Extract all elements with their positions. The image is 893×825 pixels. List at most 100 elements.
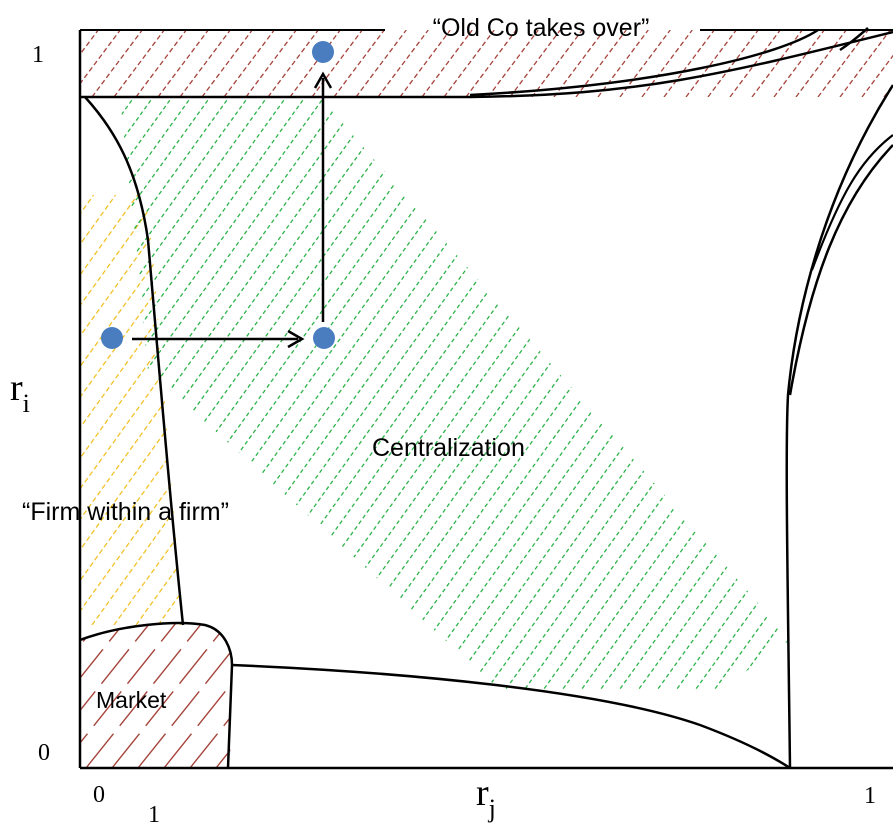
hatch-line [80, 195, 117, 625]
hatch-line [157, 195, 183, 625]
hatch-line [223, 30, 275, 97]
hatch-line [80, 623, 179, 768]
hatch-line [80, 195, 183, 625]
hatch-line [795, 30, 847, 97]
hatch-line [311, 30, 363, 97]
right-inner-curve-2 [810, 134, 893, 271]
hatch-line [91, 195, 183, 625]
hatch-line [80, 195, 183, 625]
hatch-line [0, 195, 6, 625]
hatch-line [80, 30, 99, 56]
hatch-line [80, 195, 183, 625]
hatch-line [179, 30, 231, 97]
market-region-hatching [0, 620, 232, 768]
hatch-line [120, 97, 420, 690]
hatch-line [773, 30, 825, 97]
hatch-line [113, 195, 183, 625]
right-vertical-boundary [785, 84, 893, 769]
hatch-line [355, 30, 407, 97]
hatch-line [120, 97, 287, 690]
hatch-line [113, 30, 165, 97]
hatch-line [80, 30, 121, 85]
hatch-line [399, 30, 451, 97]
hatch-line [619, 30, 671, 97]
hatch-line [630, 97, 790, 690]
horizontal-arrow-head [287, 329, 305, 349]
x-axis-subscript: j [488, 794, 496, 823]
hatch-line [573, 97, 790, 690]
hatch-line [0, 620, 22, 768]
firm-within-label: “Firm within a firm” [22, 498, 229, 526]
hatch-line [0, 30, 10, 97]
hatch-line [80, 195, 139, 625]
hatch-line [111, 623, 231, 768]
hatch-line [120, 97, 268, 690]
old-co-label: “Old Co takes over” [433, 14, 650, 42]
hatch-line [189, 623, 232, 768]
hatch-line [641, 30, 693, 97]
vertical-arrow-head [313, 71, 333, 89]
hatch-line [861, 54, 893, 97]
hatch-line [85, 623, 205, 768]
hatch-line [575, 30, 627, 97]
hatch-line [120, 97, 458, 690]
centralization-region-hatching [120, 97, 893, 700]
hatch-line [289, 30, 341, 97]
hatch-line [135, 195, 183, 625]
hatch-line [0, 30, 32, 97]
x-tick-origin: 0 [93, 782, 105, 808]
hatch-line [80, 195, 183, 625]
hatch-line [553, 30, 605, 97]
hatch-line [509, 30, 561, 97]
hatch-line [478, 97, 790, 690]
hatch-line [707, 30, 759, 97]
hatch-line [201, 30, 253, 97]
y-tick-top: 1 [32, 42, 44, 68]
hatch-line [80, 195, 161, 625]
hatch-line [120, 97, 325, 690]
top-right-curve-2 [839, 27, 869, 52]
hatch-line [554, 97, 790, 690]
hatch-line [163, 623, 232, 768]
market-boundary-curve [79, 621, 234, 769]
hatch-line [859, 97, 893, 700]
hatch-line [687, 97, 790, 690]
y-axis-subscript: i [23, 389, 30, 418]
hatch-line [751, 30, 803, 97]
old-co-region-hatching [0, 30, 893, 97]
x-tick-right: 1 [864, 783, 876, 809]
hatch-line [120, 97, 401, 690]
top-right-curve-1 [469, 28, 819, 97]
hatch-line [120, 97, 230, 690]
hatch-line [763, 97, 790, 690]
hatch-line [120, 97, 477, 690]
hatch-line [465, 30, 517, 97]
hatch-line [80, 195, 183, 625]
hatch-line [80, 195, 183, 625]
old-co-boundary-curve [80, 30, 893, 99]
market-label: Market [96, 687, 167, 713]
x-axis-letter: r [476, 772, 489, 814]
hatch-line [157, 30, 209, 97]
hatch-line [120, 97, 249, 690]
hatch-line [663, 30, 715, 97]
hatch-line [80, 623, 153, 768]
hatch-line [267, 30, 319, 97]
hatch-line [120, 97, 344, 690]
hatch-line [443, 30, 495, 97]
hatch-line [80, 195, 183, 625]
hatch-line [497, 97, 790, 690]
hatch-line [706, 97, 790, 690]
hatch-line [333, 30, 385, 97]
hatch-line [91, 30, 143, 97]
hatch-line [215, 623, 232, 768]
middle-dot [313, 327, 335, 349]
hatch-line [0, 195, 72, 625]
hatch-line [817, 30, 869, 97]
hatch-line [80, 623, 101, 768]
end-dot [312, 41, 334, 63]
hatch-line [245, 30, 297, 97]
hatch-line [487, 30, 539, 97]
hatch-line [120, 97, 439, 690]
